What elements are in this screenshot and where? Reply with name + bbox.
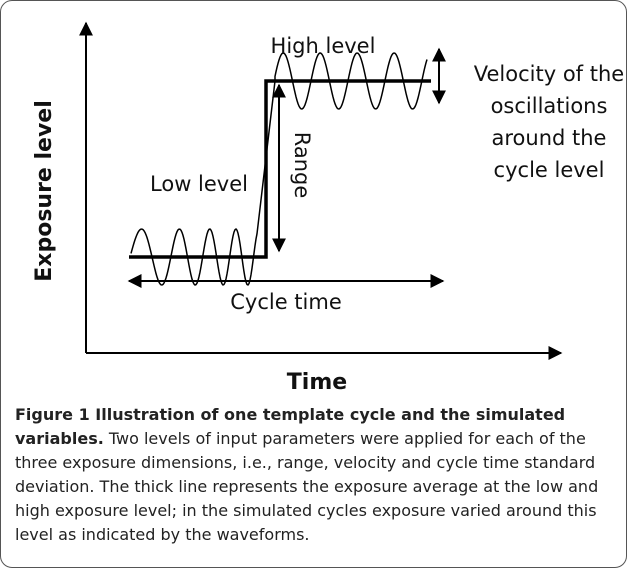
- velocity-label-line: Velocity of the: [474, 62, 624, 86]
- y-axis-label: Exposure level: [32, 100, 57, 282]
- caption: Figure 1 Illustration of one template cy…: [15, 403, 615, 547]
- velocity-label-line: oscillations: [491, 94, 608, 118]
- velocity-label-line: cycle level: [494, 158, 605, 182]
- low-label: Low level: [150, 172, 248, 196]
- range-label: Range: [290, 132, 314, 199]
- diagram: High level Low level Range Cycle time Ex…: [32, 21, 624, 395]
- velocity-label-line: around the: [492, 126, 607, 150]
- cycle-time-label: Cycle time: [230, 290, 342, 314]
- high-label: High level: [271, 34, 376, 58]
- caption-title: Figure 1 Illustration of one template cy…: [15, 405, 566, 448]
- waveform: [130, 52, 428, 286]
- x-axis-label: Time: [287, 370, 347, 395]
- caption-text: Two levels of input parameters were appl…: [15, 429, 599, 544]
